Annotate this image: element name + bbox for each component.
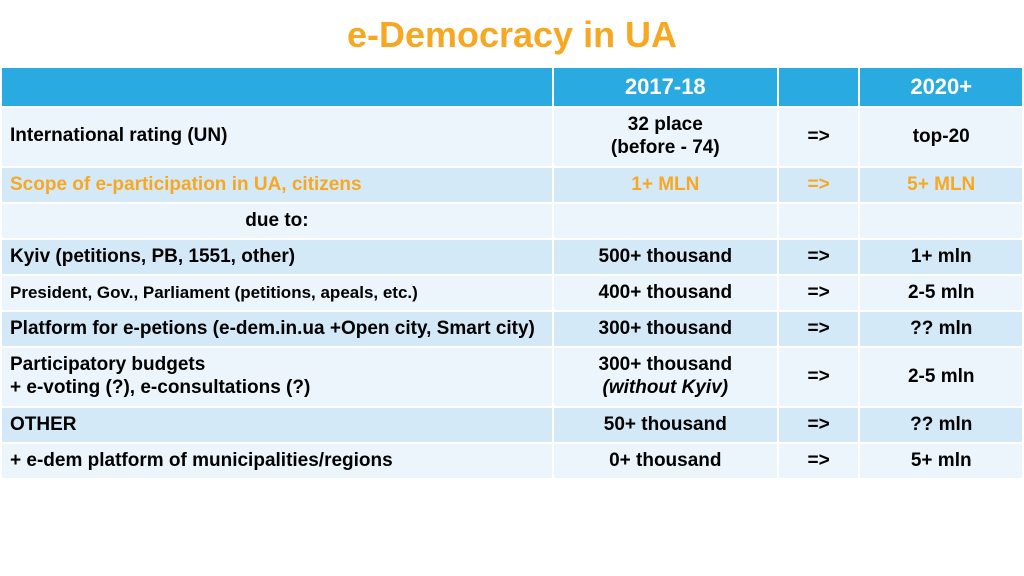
row-arrow: => xyxy=(778,167,860,203)
row-label: + e-dem platform of municipalities/regio… xyxy=(1,443,553,479)
row-arrow: => xyxy=(778,107,860,167)
row-arrow: => xyxy=(778,407,860,443)
row-val1: 300+ thousand xyxy=(553,311,778,348)
table-header-row: 2017-18 2020+ xyxy=(1,67,1023,107)
row-val2: 5+ mln xyxy=(859,443,1023,479)
row-arrow: => xyxy=(778,347,860,407)
table-row: OTHER 50+ thousand => ?? mln xyxy=(1,407,1023,443)
row-label: Participatory budgets + e-voting (?), e-… xyxy=(1,347,553,407)
table-row: Kyiv (petitions, PB, 1551, other) 500+ t… xyxy=(1,239,1023,275)
row-arrow: => xyxy=(778,239,860,275)
row-val1: 1+ MLN xyxy=(553,167,778,203)
table-row: International rating (UN) 32 place (befo… xyxy=(1,107,1023,167)
row-arrow xyxy=(778,203,860,239)
row-val2: 2-5 mln xyxy=(859,347,1023,407)
row-arrow: => xyxy=(778,443,860,479)
row-val1: 400+ thousand xyxy=(553,275,778,311)
table-row: Platform for e-petions (e-dem.in.ua +Ope… xyxy=(1,311,1023,348)
page-title: e-Democracy in UA xyxy=(0,0,1024,66)
edem-table: 2017-18 2020+ International rating (UN) … xyxy=(0,66,1024,480)
row-val2 xyxy=(859,203,1023,239)
row-val2: 2-5 mln xyxy=(859,275,1023,311)
table-row: Participatory budgets + e-voting (?), e-… xyxy=(1,347,1023,407)
header-col3 xyxy=(778,67,860,107)
row-val2: top-20 xyxy=(859,107,1023,167)
table-row: Scope of e-participation in UA, citizens… xyxy=(1,167,1023,203)
val1-line1: 32 place xyxy=(628,114,703,135)
row-val2: ?? mln xyxy=(859,407,1023,443)
row-label: President, Gov., Parliament (petitions, … xyxy=(1,275,553,311)
table-row: due to: xyxy=(1,203,1023,239)
header-col4: 2020+ xyxy=(859,67,1023,107)
row-label: Platform for e-petions (e-dem.in.ua +Ope… xyxy=(1,311,553,348)
header-col1 xyxy=(1,67,553,107)
val1-line2: (without Kyiv) xyxy=(562,377,769,400)
row-val1: 32 place (before - 74) xyxy=(553,107,778,167)
label-line2: + e-voting (?), e-consultations (?) xyxy=(10,377,310,398)
row-val2: 1+ mln xyxy=(859,239,1023,275)
row-label: OTHER xyxy=(1,407,553,443)
val1-line1: 300+ thousand xyxy=(599,354,733,375)
row-val1 xyxy=(553,203,778,239)
row-val1: 500+ thousand xyxy=(553,239,778,275)
row-val1: 0+ thousand xyxy=(553,443,778,479)
row-label: due to: xyxy=(1,203,553,239)
table-row: + e-dem platform of municipalities/regio… xyxy=(1,443,1023,479)
row-label: Kyiv (petitions, PB, 1551, other) xyxy=(1,239,553,275)
row-label: International rating (UN) xyxy=(1,107,553,167)
row-val1: 300+ thousand (without Kyiv) xyxy=(553,347,778,407)
row-label: Scope of e-participation in UA, citizens xyxy=(1,167,553,203)
row-val2: 5+ MLN xyxy=(859,167,1023,203)
row-arrow: => xyxy=(778,311,860,348)
row-val2: ?? mln xyxy=(859,311,1023,348)
label-line1: Participatory budgets xyxy=(10,354,205,375)
header-col2: 2017-18 xyxy=(553,67,778,107)
table-row: President, Gov., Parliament (petitions, … xyxy=(1,275,1023,311)
row-val1: 50+ thousand xyxy=(553,407,778,443)
row-arrow: => xyxy=(778,275,860,311)
val1-line2: (before - 74) xyxy=(611,137,720,158)
